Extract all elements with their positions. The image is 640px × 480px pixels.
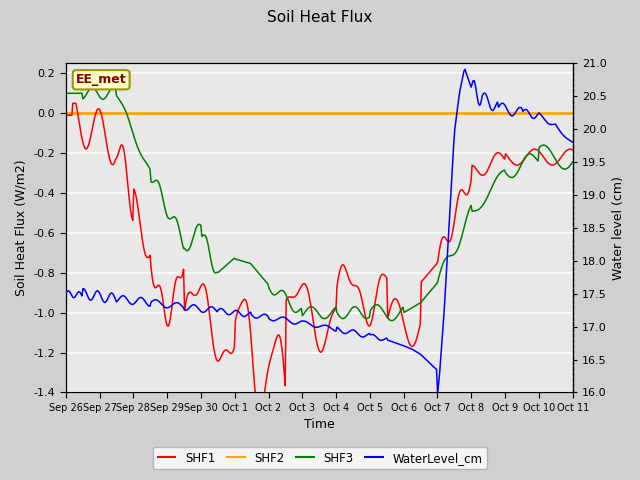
Y-axis label: Soil Heat Flux (W/m2): Soil Heat Flux (W/m2)	[15, 160, 28, 296]
X-axis label: Time: Time	[304, 419, 335, 432]
Y-axis label: Water level (cm): Water level (cm)	[612, 176, 625, 280]
Text: Soil Heat Flux: Soil Heat Flux	[268, 10, 372, 24]
Legend: SHF1, SHF2, SHF3, WaterLevel_cm: SHF1, SHF2, SHF3, WaterLevel_cm	[153, 447, 487, 469]
Text: EE_met: EE_met	[76, 73, 127, 86]
